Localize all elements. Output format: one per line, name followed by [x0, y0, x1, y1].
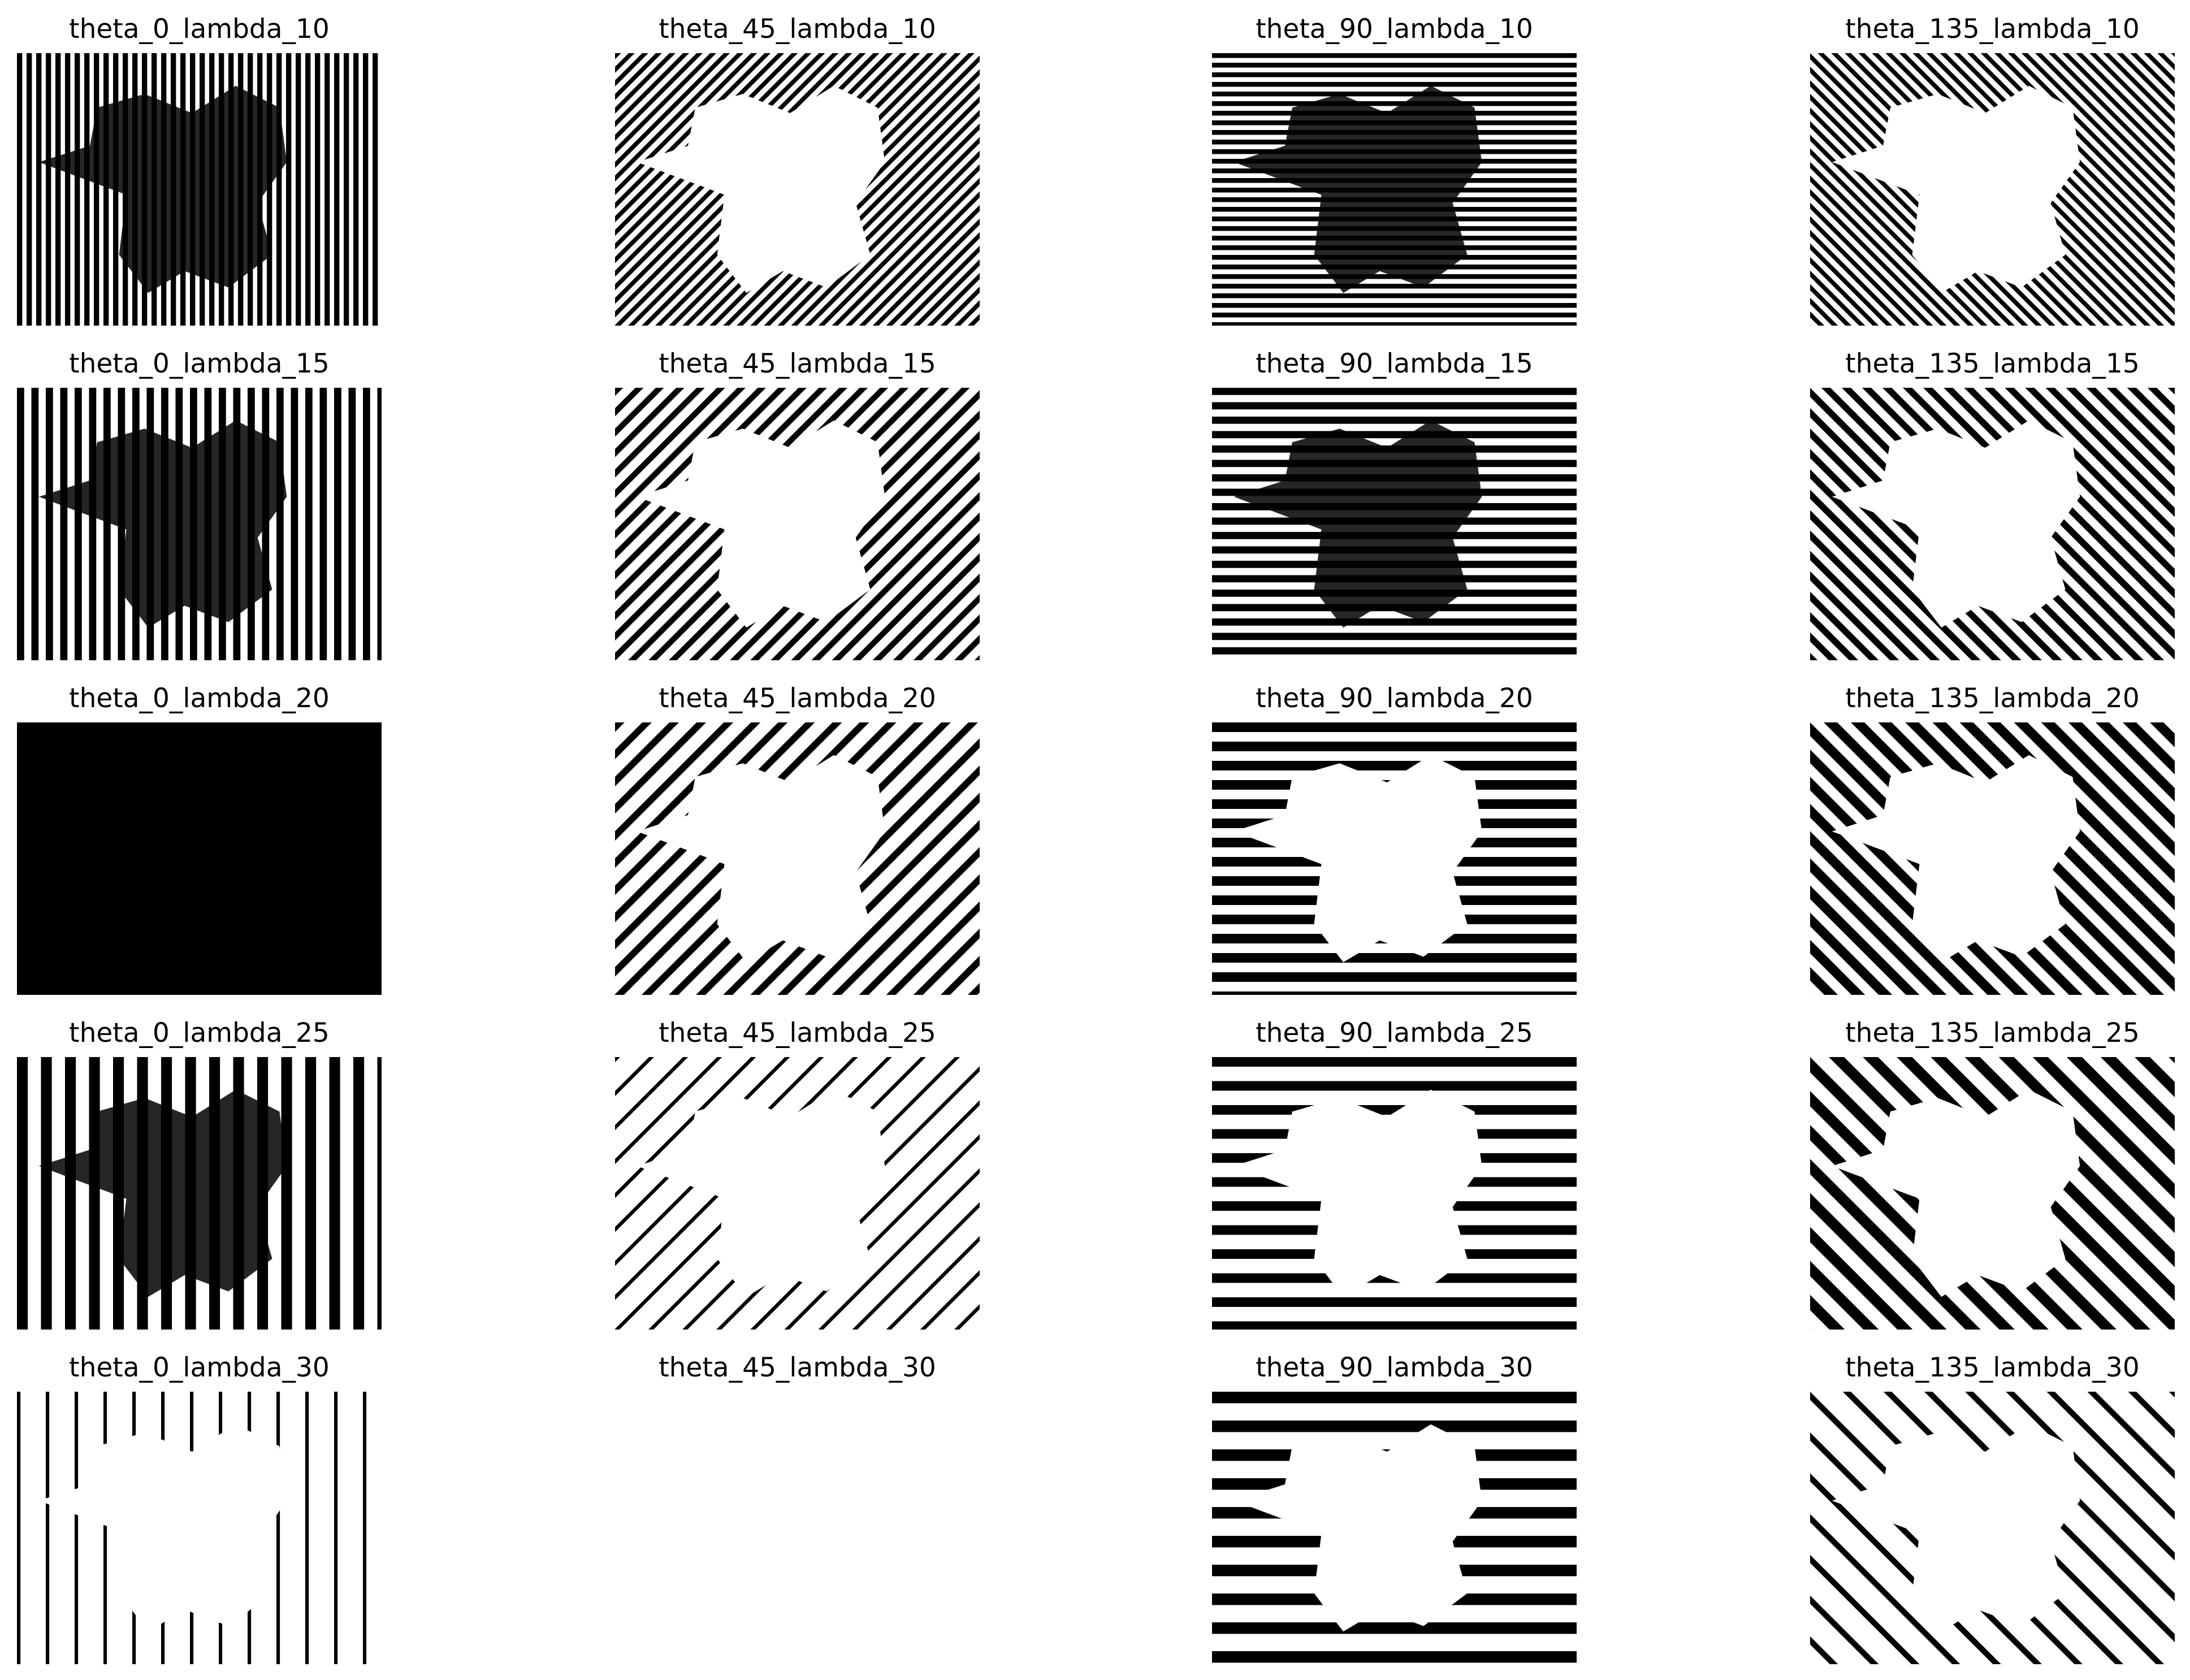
filtered-image	[1212, 1057, 1577, 1330]
filtered-image	[1212, 722, 1577, 995]
panel-title: theta_135_lambda_10	[1845, 14, 2140, 45]
panel-title: theta_90_lambda_15	[1256, 348, 1533, 379]
object-region	[1234, 85, 1482, 293]
panel-title: theta_135_lambda_30	[1845, 1352, 2140, 1383]
panel-title: theta_45_lambda_10	[659, 14, 936, 45]
filtered-image	[1810, 1057, 2175, 1330]
panel-title: theta_0_lambda_25	[69, 1017, 330, 1049]
panel-title: theta_135_lambda_15	[1845, 348, 2140, 379]
panel-title: theta_0_lambda_15	[69, 348, 330, 379]
object-region	[637, 420, 885, 628]
object-region	[1234, 755, 1482, 963]
filtered-image	[17, 1392, 382, 1664]
object-region	[1832, 1424, 2080, 1632]
panel-title: theta_90_lambda_10	[1256, 14, 1533, 45]
panel-title: theta_45_lambda_15	[659, 348, 936, 379]
panel-title: theta_45_lambda_20	[659, 683, 936, 714]
panel-title: theta_0_lambda_10	[69, 14, 330, 45]
filtered-image	[17, 53, 382, 326]
object-region	[38, 1424, 287, 1632]
object-region	[38, 85, 287, 293]
panel-title: theta_90_lambda_20	[1256, 683, 1533, 714]
object-region	[1832, 85, 2080, 293]
panel-title: theta_0_lambda_30	[69, 1352, 330, 1383]
filtered-image	[17, 722, 382, 995]
filtered-image	[1810, 722, 2175, 995]
filtered-image	[17, 1057, 382, 1330]
object-region	[1234, 1424, 1482, 1632]
object-region	[1832, 1089, 2080, 1297]
filtered-image	[615, 1057, 980, 1330]
object-region	[38, 420, 287, 628]
stripe-texture	[17, 722, 382, 995]
object-region	[38, 1089, 287, 1297]
panel-title: theta_45_lambda_30	[659, 1352, 936, 1383]
object-region	[1832, 420, 2080, 628]
filtered-image	[615, 722, 980, 995]
filtered-image	[1212, 53, 1577, 326]
panel-title: theta_90_lambda_30	[1256, 1352, 1533, 1383]
object-region	[637, 85, 885, 293]
stripe-texture	[615, 1392, 980, 1664]
object-region	[1832, 755, 2080, 963]
filtered-image	[1810, 53, 2175, 326]
filtered-image	[615, 388, 980, 660]
object-region	[637, 755, 885, 963]
filtered-image	[1810, 1392, 2175, 1664]
panel-title: theta_135_lambda_20	[1845, 683, 2140, 714]
panel-title: theta_0_lambda_20	[69, 683, 330, 714]
object-region	[637, 1089, 885, 1297]
object-region	[1234, 420, 1482, 628]
filtered-image	[1212, 388, 1577, 660]
filtered-image	[615, 53, 980, 326]
panel-title: theta_90_lambda_25	[1256, 1017, 1533, 1049]
panel-title: theta_135_lambda_25	[1845, 1017, 2140, 1049]
filtered-image	[1212, 1392, 1577, 1664]
filtered-image	[615, 1392, 980, 1664]
object-region	[1234, 1089, 1482, 1297]
panel-title: theta_45_lambda_25	[659, 1017, 936, 1049]
filtered-image	[1810, 388, 2175, 660]
filtered-image	[17, 388, 382, 660]
